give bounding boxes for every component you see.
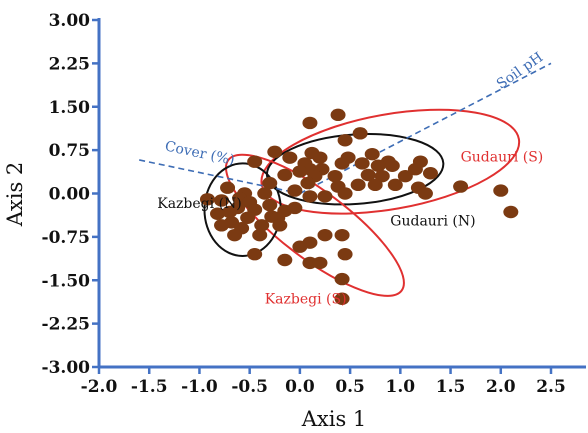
axis-layer: 3.00 2.25 1.50 0.75 0.00 -0.75 -1.50 -2.25 -3.00… bbox=[42, 11, 586, 397]
data-point bbox=[367, 178, 383, 192]
data-point bbox=[334, 272, 350, 286]
data-point bbox=[350, 178, 366, 192]
group-label: Gudauri (S) bbox=[461, 150, 544, 166]
data-point bbox=[214, 219, 230, 232]
ellipse-kazbegi-s bbox=[224, 153, 405, 297]
data-point bbox=[417, 187, 433, 200]
data-point bbox=[503, 205, 519, 219]
x-tick-label: -0.5 bbox=[231, 377, 268, 397]
group-label: Kazbegi (S) bbox=[265, 291, 347, 307]
data-point bbox=[364, 147, 380, 161]
data-point bbox=[257, 187, 273, 200]
y-tick-label: 1.50 bbox=[49, 98, 91, 118]
data-point bbox=[422, 167, 438, 180]
x-tick-label: -1.0 bbox=[181, 377, 218, 397]
data-point bbox=[370, 159, 386, 172]
y-tick-label: -2.25 bbox=[42, 315, 90, 335]
data-point bbox=[214, 194, 230, 207]
data-point bbox=[412, 155, 428, 168]
data-point bbox=[287, 184, 303, 197]
data-point bbox=[337, 134, 353, 147]
y-tick-label: -1.50 bbox=[42, 271, 91, 291]
y-tick-label: -0.75 bbox=[42, 228, 90, 248]
x-tick-label: -1.5 bbox=[131, 377, 168, 397]
data-point bbox=[317, 190, 333, 203]
data-point bbox=[287, 201, 303, 215]
data-point bbox=[312, 151, 328, 164]
data-point bbox=[384, 159, 400, 172]
data-point bbox=[262, 198, 278, 212]
x-tick-label: 2.5 bbox=[536, 377, 566, 397]
data-point bbox=[397, 169, 413, 183]
data-point bbox=[334, 157, 350, 170]
group-label: Gudauri (N) bbox=[390, 213, 475, 229]
data-point bbox=[252, 228, 268, 242]
data-point bbox=[240, 211, 256, 224]
vector-line-0 bbox=[139, 159, 301, 195]
data-point bbox=[282, 151, 298, 164]
y-tick-label: 0.75 bbox=[49, 141, 90, 161]
data-point bbox=[277, 253, 293, 267]
data-point bbox=[292, 165, 308, 178]
data-point bbox=[247, 155, 263, 168]
point-layer bbox=[199, 108, 519, 305]
data-point bbox=[262, 176, 278, 190]
data-point bbox=[387, 178, 403, 192]
data-point bbox=[222, 205, 238, 219]
group-label: Kazbegi (N) bbox=[157, 196, 242, 212]
y-tick-label: 0.00 bbox=[49, 185, 91, 205]
data-point bbox=[354, 157, 370, 170]
y-tick-label: 3.00 bbox=[49, 11, 91, 31]
ellipse-gudauri-s bbox=[260, 108, 521, 215]
x-tick-label: 0.0 bbox=[285, 377, 315, 397]
data-point bbox=[220, 181, 236, 194]
data-point bbox=[302, 116, 318, 130]
data-point bbox=[337, 187, 353, 200]
data-point bbox=[312, 256, 328, 270]
data-point bbox=[352, 127, 368, 140]
data-point bbox=[300, 176, 316, 190]
data-point bbox=[267, 145, 283, 159]
data-point bbox=[210, 207, 226, 220]
x-tick-label: 0.5 bbox=[335, 377, 365, 397]
vector-label: Cover (%) bbox=[163, 138, 235, 168]
data-point bbox=[453, 180, 469, 193]
vector-line-1 bbox=[299, 62, 552, 195]
data-point bbox=[277, 168, 293, 182]
data-point bbox=[330, 108, 346, 122]
data-point bbox=[334, 228, 350, 242]
data-point bbox=[199, 193, 215, 206]
data-point bbox=[337, 248, 353, 261]
x-axis-title: Axis 1 bbox=[301, 407, 367, 431]
x-tick-label: 2.0 bbox=[486, 377, 516, 397]
data-point bbox=[247, 248, 263, 261]
data-point bbox=[334, 292, 350, 305]
data-point bbox=[272, 219, 288, 232]
y-axis-title: Axis 2 bbox=[3, 162, 27, 228]
data-point bbox=[327, 169, 343, 183]
vector-label: Soil pH bbox=[494, 49, 546, 92]
data-point bbox=[254, 219, 270, 232]
vector-layer bbox=[139, 62, 552, 195]
data-point bbox=[227, 228, 243, 242]
x-tick-label: 1.0 bbox=[386, 377, 416, 397]
x-tick-label: 1.5 bbox=[436, 377, 466, 397]
data-point bbox=[302, 190, 318, 203]
x-tick-label: -2.0 bbox=[81, 377, 118, 397]
data-point bbox=[360, 168, 376, 182]
data-point bbox=[317, 228, 333, 242]
y-tick-label: -3.00 bbox=[42, 358, 91, 378]
data-point bbox=[493, 184, 509, 197]
data-point bbox=[292, 240, 308, 253]
y-tick-label: 2.25 bbox=[49, 54, 90, 74]
